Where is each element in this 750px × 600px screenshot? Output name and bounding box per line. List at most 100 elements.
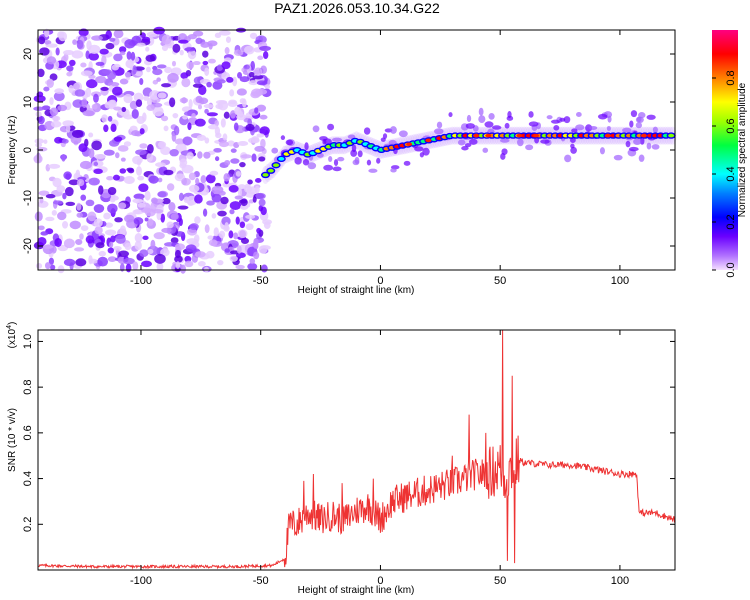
spectrogram-noise-blob — [152, 68, 163, 76]
spectrogram-ridge-peak — [485, 133, 492, 138]
spectrogram-noise-blob — [253, 251, 260, 260]
spectrogram-noise-blob — [170, 213, 179, 221]
spectrogram-noise-blob — [56, 185, 66, 193]
spectrogram-noise-blob — [194, 251, 206, 258]
spectrogram-ridge-blob — [570, 146, 577, 154]
spectrogram-noise-blob — [160, 146, 171, 156]
spectrogram-noise-blob — [111, 64, 119, 71]
spectrogram-noise-blob — [254, 145, 266, 152]
spectrogram-noise-blob — [161, 115, 169, 122]
spectrogram-noise-blob — [52, 177, 62, 188]
spectrogram-noise-blob — [236, 113, 247, 121]
spectrogram-noise-blob — [112, 174, 120, 181]
spectrogram-noise-blob — [63, 258, 76, 267]
spectrogram-noise-blob — [66, 71, 73, 77]
spectrogram-noise-blob — [151, 209, 164, 214]
spectrogram-noise-blob — [161, 44, 169, 52]
spectrogram-noise-blob — [57, 265, 65, 274]
spectrogram-noise-blob — [139, 249, 149, 257]
spectrogram-noise-blob — [64, 186, 74, 197]
spectrogram-ridge-blob — [332, 166, 342, 172]
spectrogram-ridge-blob — [403, 160, 411, 166]
spectrogram-noise-blob — [239, 221, 246, 229]
spectrogram-ridge-blob — [323, 138, 332, 145]
spectrogram-noise-blob — [174, 255, 183, 263]
spectrogram-noise-blob — [88, 177, 100, 186]
spectrogram-noise-blob — [42, 244, 54, 249]
spectrogram-noise-blob — [208, 58, 216, 64]
spectrogram-ridge-peak — [425, 138, 432, 143]
spectrogram-noise-blob — [76, 39, 84, 49]
spectrogram-noise-blob — [94, 226, 103, 235]
spectrogram-noise-blob — [33, 95, 46, 103]
spectrogram-noise-blob — [117, 145, 129, 152]
spectrogram-ridge-blob — [597, 113, 608, 120]
spectrogram-noise-blob — [169, 149, 179, 157]
spectrogram-noise-blob — [71, 129, 84, 138]
spectrogram-noise-blob — [110, 123, 117, 133]
spectrogram-noise-blob — [107, 81, 120, 87]
spectrogram-noise-blob — [98, 250, 106, 257]
spectrogram-noise-blob — [66, 65, 74, 72]
spectrogram-noise-blob — [79, 233, 84, 240]
spectrogram-noise-blob — [207, 124, 219, 130]
spectrogram-noise-blob — [123, 114, 134, 120]
spectrogram-noise-blob — [113, 53, 123, 62]
spectrogram-noise-blob — [186, 152, 194, 160]
spectrogram-noise-blob — [230, 148, 237, 153]
spectrogram-ridge-blob — [540, 139, 550, 144]
spectrogram-noise-blob — [227, 101, 238, 108]
spectrogram-noise-blob — [133, 92, 144, 102]
spectrogram-noise-blob — [146, 104, 155, 111]
spectrogram-ridge-blob — [576, 112, 582, 118]
spectrogram-noise-blob — [55, 47, 60, 56]
spectrogram-noise-blob — [204, 137, 210, 144]
spectrogram-noise-blob — [145, 54, 156, 62]
spectrogram-noise-blob — [197, 151, 203, 159]
spectrogram-noise-blob — [35, 262, 43, 269]
spectrogram-noise-blob — [113, 246, 122, 251]
spectrogram-noise-blob — [214, 120, 219, 127]
spectrogram-noise-blob — [161, 34, 172, 45]
spectrogram-noise-blob — [51, 209, 57, 216]
spectrogram-ridge-blob — [553, 125, 560, 131]
spectrogram-noise-blob — [194, 194, 203, 204]
spectrogram-ridge-blob — [488, 113, 495, 120]
spectrogram-noise-blob — [95, 61, 105, 66]
spectrogram-noise-blob — [103, 212, 111, 220]
spectrogram-noise-blob — [179, 49, 184, 56]
spectrogram-noise-blob — [124, 71, 132, 78]
spectrogram-noise-blob — [58, 31, 68, 42]
spectrogram-noise-blob — [187, 200, 194, 206]
spectrogram-noise-blob — [80, 194, 87, 201]
spectrogram-noise-blob — [52, 115, 61, 122]
spectrogram-noise-blob — [46, 43, 58, 48]
spectrogram-noise-blob — [187, 34, 197, 40]
spectrogram-noise-blob — [256, 104, 267, 112]
spectrogram-ridge-blob — [461, 146, 469, 151]
spectrogram-ridge-blob — [328, 155, 333, 162]
spectrogram-noise-blob — [87, 211, 97, 222]
spectrogram-noise-blob — [65, 124, 71, 133]
spectrogram-ridge-blob — [419, 152, 425, 158]
spectrogram-noise-blob — [198, 97, 209, 105]
spectrogram-noise-blob — [82, 110, 95, 117]
spectrogram-noise-blob — [107, 256, 117, 262]
spectrogram-noise-blob — [157, 177, 163, 183]
spectrogram-noise-blob — [142, 235, 149, 241]
spectrogram-noise-blob — [99, 48, 109, 55]
spectrogram-noise-blob — [72, 82, 80, 90]
spectrogram-noise-blob — [68, 84, 74, 94]
spectrogram-noise-blob — [258, 205, 264, 212]
spectrogram-noise-blob — [227, 140, 235, 147]
spectrogram-noise-blob — [123, 176, 135, 185]
spectrogram-noise-blob — [233, 122, 239, 131]
spectrogram-noise-blob — [181, 178, 191, 186]
spectrogram-noise-blob — [215, 99, 228, 105]
spectrogram-noise-blob — [88, 132, 94, 138]
spectrogram-noise-blob — [177, 205, 189, 210]
spectrogram-noise-blob — [239, 76, 250, 83]
spectrogram-noise-blob — [202, 60, 209, 66]
spectrogram-x-ticks: -100 -50 0 50 100 — [130, 30, 629, 287]
